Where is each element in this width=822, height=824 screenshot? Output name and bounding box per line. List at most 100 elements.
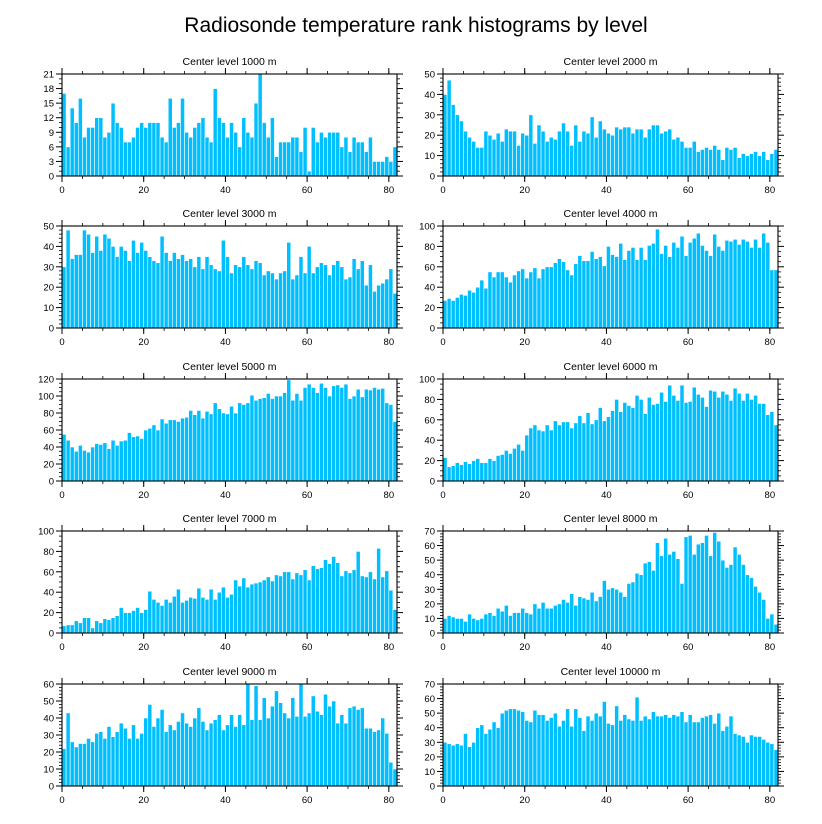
y-tick-label: 20 <box>424 131 435 142</box>
bar <box>225 256 230 329</box>
bar <box>773 149 779 177</box>
y-tick-label: 40 <box>424 570 435 581</box>
bar <box>180 602 185 634</box>
bar <box>208 264 214 329</box>
bar <box>90 127 95 177</box>
bar <box>638 128 644 177</box>
x-tick-label: 20 <box>138 795 149 806</box>
bar <box>221 239 226 329</box>
bar <box>675 136 681 177</box>
bar <box>757 591 762 634</box>
bar <box>503 709 509 787</box>
panel-2: Center level 2000 m 0 20 40 60 80 0 10 20 30 40 50 <box>424 56 784 196</box>
bar <box>446 466 452 482</box>
bar <box>663 245 668 329</box>
bar <box>765 159 771 177</box>
y-tick-label: 0 <box>430 324 435 335</box>
bar <box>691 386 697 482</box>
bar <box>147 427 153 482</box>
x-tick-label: 60 <box>302 795 313 806</box>
bar <box>548 607 554 634</box>
y-tick-label: 0 <box>49 782 54 793</box>
bar <box>257 262 263 329</box>
bar <box>359 707 365 787</box>
bar <box>740 736 746 787</box>
bar <box>69 258 75 329</box>
bar <box>376 548 381 634</box>
y-tick-label: 50 <box>43 697 54 708</box>
bar <box>376 161 381 177</box>
y-tick-label: 60 <box>43 426 54 437</box>
bar <box>606 132 611 177</box>
panel-title: Center level 6000 m <box>564 361 658 373</box>
bar <box>151 260 157 329</box>
bar <box>249 268 255 329</box>
bar <box>622 259 628 329</box>
bar <box>655 542 660 634</box>
bar <box>638 399 644 482</box>
bar <box>659 253 664 329</box>
bar <box>78 254 83 329</box>
bar <box>769 613 775 634</box>
bar <box>376 284 381 329</box>
bar <box>459 618 464 634</box>
bar <box>483 462 489 482</box>
bar <box>450 104 456 177</box>
bar <box>610 254 615 329</box>
bar <box>671 242 677 329</box>
bar <box>622 714 628 787</box>
bar <box>728 715 734 787</box>
bar <box>471 141 476 177</box>
bar <box>520 607 526 634</box>
bar <box>712 390 718 482</box>
bar <box>327 563 332 634</box>
bar <box>351 136 357 177</box>
bar <box>94 235 100 329</box>
bar <box>167 419 173 482</box>
bar <box>241 117 247 177</box>
bar <box>384 278 390 329</box>
x-tick-label: 0 <box>59 185 64 196</box>
bar <box>634 395 640 482</box>
bar <box>278 395 283 482</box>
bar <box>773 749 779 787</box>
bar <box>372 387 377 482</box>
bar <box>463 295 468 329</box>
bar <box>679 235 685 329</box>
bar <box>261 274 267 329</box>
bar <box>167 260 173 329</box>
bar <box>655 124 660 177</box>
bar <box>581 130 587 177</box>
y-tick-label: 0 <box>430 172 435 183</box>
bar <box>298 574 304 634</box>
bar <box>728 149 734 177</box>
bar <box>467 463 472 482</box>
bar <box>294 393 300 482</box>
bar <box>172 127 177 177</box>
bar <box>687 535 693 634</box>
bar <box>290 578 296 634</box>
bar <box>106 619 112 634</box>
bar <box>274 156 279 177</box>
bar <box>237 714 243 787</box>
bar <box>110 102 116 177</box>
bar <box>687 147 693 177</box>
bar <box>302 569 308 634</box>
bar <box>528 721 534 787</box>
bar <box>553 262 558 329</box>
bar <box>524 720 530 787</box>
bar <box>508 708 513 787</box>
bar <box>553 712 558 787</box>
bar <box>577 255 583 329</box>
bar <box>557 258 562 329</box>
bar <box>343 136 349 177</box>
bar <box>323 387 328 482</box>
x-tick-label: 40 <box>220 185 231 196</box>
bar <box>90 627 95 634</box>
bar <box>176 421 181 482</box>
bar <box>298 683 304 787</box>
bar <box>740 238 746 329</box>
bar <box>306 579 312 634</box>
bar <box>90 252 95 329</box>
x-tick-label: 80 <box>384 795 395 806</box>
